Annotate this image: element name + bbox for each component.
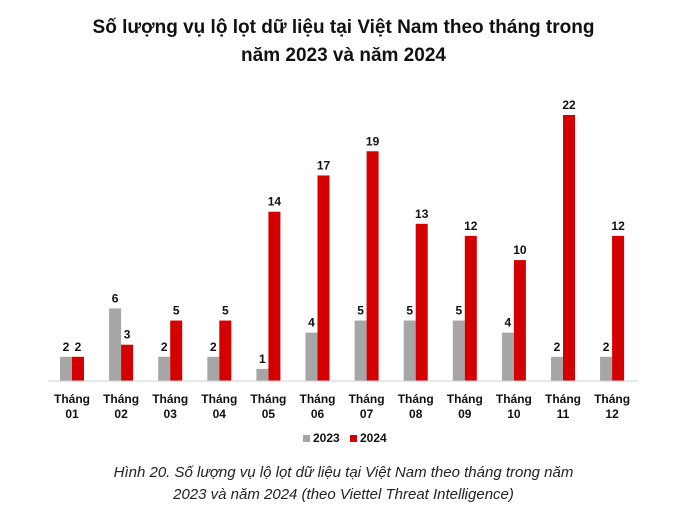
value-label-2023-2: 6 [112,291,119,305]
x-tick-label-5-line-1: Tháng [250,392,286,406]
x-tick-label-4-line-1: Tháng [201,392,237,406]
bar-2023-7 [354,320,367,381]
x-tick-label-9-line-2: 09 [458,407,472,421]
bar-2024-6 [317,175,330,381]
legend-label-2023: 2023 [313,431,340,445]
bar-2023-3 [158,356,171,381]
value-label-2024-8: 13 [415,207,429,221]
value-label-2024-5: 14 [268,195,282,209]
legend-swatch-2024 [350,435,357,442]
value-label-2024-2: 3 [124,328,131,342]
value-label-2023-11: 2 [554,340,561,354]
legend: 2023 2024 [303,431,387,445]
bar-2023-9 [452,320,465,381]
x-tick-label-6-line-1: Tháng [300,392,336,406]
value-label-2023-5: 1 [259,352,266,366]
value-label-2024-1: 2 [75,340,82,354]
bar-2023-6 [305,332,318,381]
x-tick-labels-group: Tháng01Tháng02Tháng03Tháng04Tháng05Tháng… [54,392,630,421]
value-label-2023-10: 4 [505,316,512,330]
value-label-2023-3: 2 [161,340,168,354]
bar-2024-8 [415,223,428,381]
bar-2024-12 [612,235,625,381]
bar-2024-7 [366,151,379,381]
x-tick-label-9-line-1: Tháng [447,392,483,406]
x-tick-label-5-line-2: 05 [262,407,276,421]
chart-title-line-1: Số lượng vụ lộ lọt dữ liệu tại Việt Nam … [92,17,595,38]
figure-caption-line-2: 2023 và năm 2024 (theo Viettel Threat In… [173,486,514,503]
value-label-2024-6: 17 [317,158,331,172]
x-tick-label-7-line-2: 07 [360,407,374,421]
x-tick-label-11-line-1: Tháng [545,392,581,406]
value-label-2024-11: 22 [562,98,576,112]
legend-swatch-2023 [303,435,310,442]
bar-2024-4 [219,320,232,381]
bar-2024-2 [121,344,134,381]
bars-group [60,115,625,381]
x-tick-label-7-line-1: Tháng [349,392,385,406]
x-tick-label-4-line-2: 04 [213,407,227,421]
x-tick-label-8-line-1: Tháng [398,392,434,406]
x-tick-label-6-line-2: 06 [311,407,325,421]
bar-2023-1 [60,356,72,381]
x-tick-label-12-line-2: 12 [605,407,619,421]
value-label-2024-4: 5 [222,304,229,318]
bar-2024-10 [513,260,526,381]
bar-2023-4 [207,356,220,381]
value-label-2023-12: 2 [603,340,610,354]
value-label-2023-8: 5 [406,304,413,318]
value-label-2024-7: 19 [366,134,380,148]
x-tick-label-10-line-1: Tháng [496,392,532,406]
value-label-2024-3: 5 [173,304,180,318]
x-tick-label-3-line-2: 03 [164,407,178,421]
bar-2023-5 [256,368,269,381]
figure-caption: Hình 20. Số lượng vụ lộ lọt dữ liệu tại … [0,462,687,506]
value-label-2023-7: 5 [357,304,364,318]
x-tick-label-2-line-2: 02 [114,407,128,421]
bar-2024-5 [268,211,281,381]
value-label-2024-12: 12 [611,219,625,233]
x-tick-label-11-line-2: 11 [557,407,570,421]
x-tick-label-8-line-2: 08 [409,407,423,421]
x-tick-label-1-line-2: 01 [65,407,79,421]
chart-title-line-2: năm 2023 và năm 2024 [241,45,446,66]
value-label-2024-9: 12 [464,219,478,233]
figure-caption-line-1: Hình 20. Số lượng vụ lộ lọt dữ liệu tại … [113,464,574,481]
value-label-2023-1: 2 [63,340,70,354]
bar-2024-1 [72,356,84,381]
bar-2024-11 [563,115,575,381]
bar-2023-10 [501,332,514,381]
bar-2023-8 [403,320,416,381]
legend-label-2024: 2024 [360,431,387,445]
bar-2024-3 [170,320,183,381]
x-tick-label-12-line-1: Tháng [594,392,630,406]
x-tick-label-3-line-1: Tháng [152,392,188,406]
x-tick-label-10-line-2: 10 [507,407,521,421]
value-label-2023-6: 4 [308,316,315,330]
value-label-2023-9: 5 [455,304,462,318]
chart-title: Số lượng vụ lộ lọt dữ liệu tại Việt Nam … [0,14,687,70]
value-label-2024-10: 10 [513,243,527,257]
value-label-2023-4: 2 [210,340,217,354]
x-tick-label-2-line-1: Tháng [103,392,139,406]
bar-2023-12 [600,356,613,381]
bar-2023-2 [109,308,122,381]
bar-2024-9 [464,235,477,381]
x-tick-label-1-line-1: Tháng [54,392,90,406]
bar-2023-11 [551,356,563,381]
